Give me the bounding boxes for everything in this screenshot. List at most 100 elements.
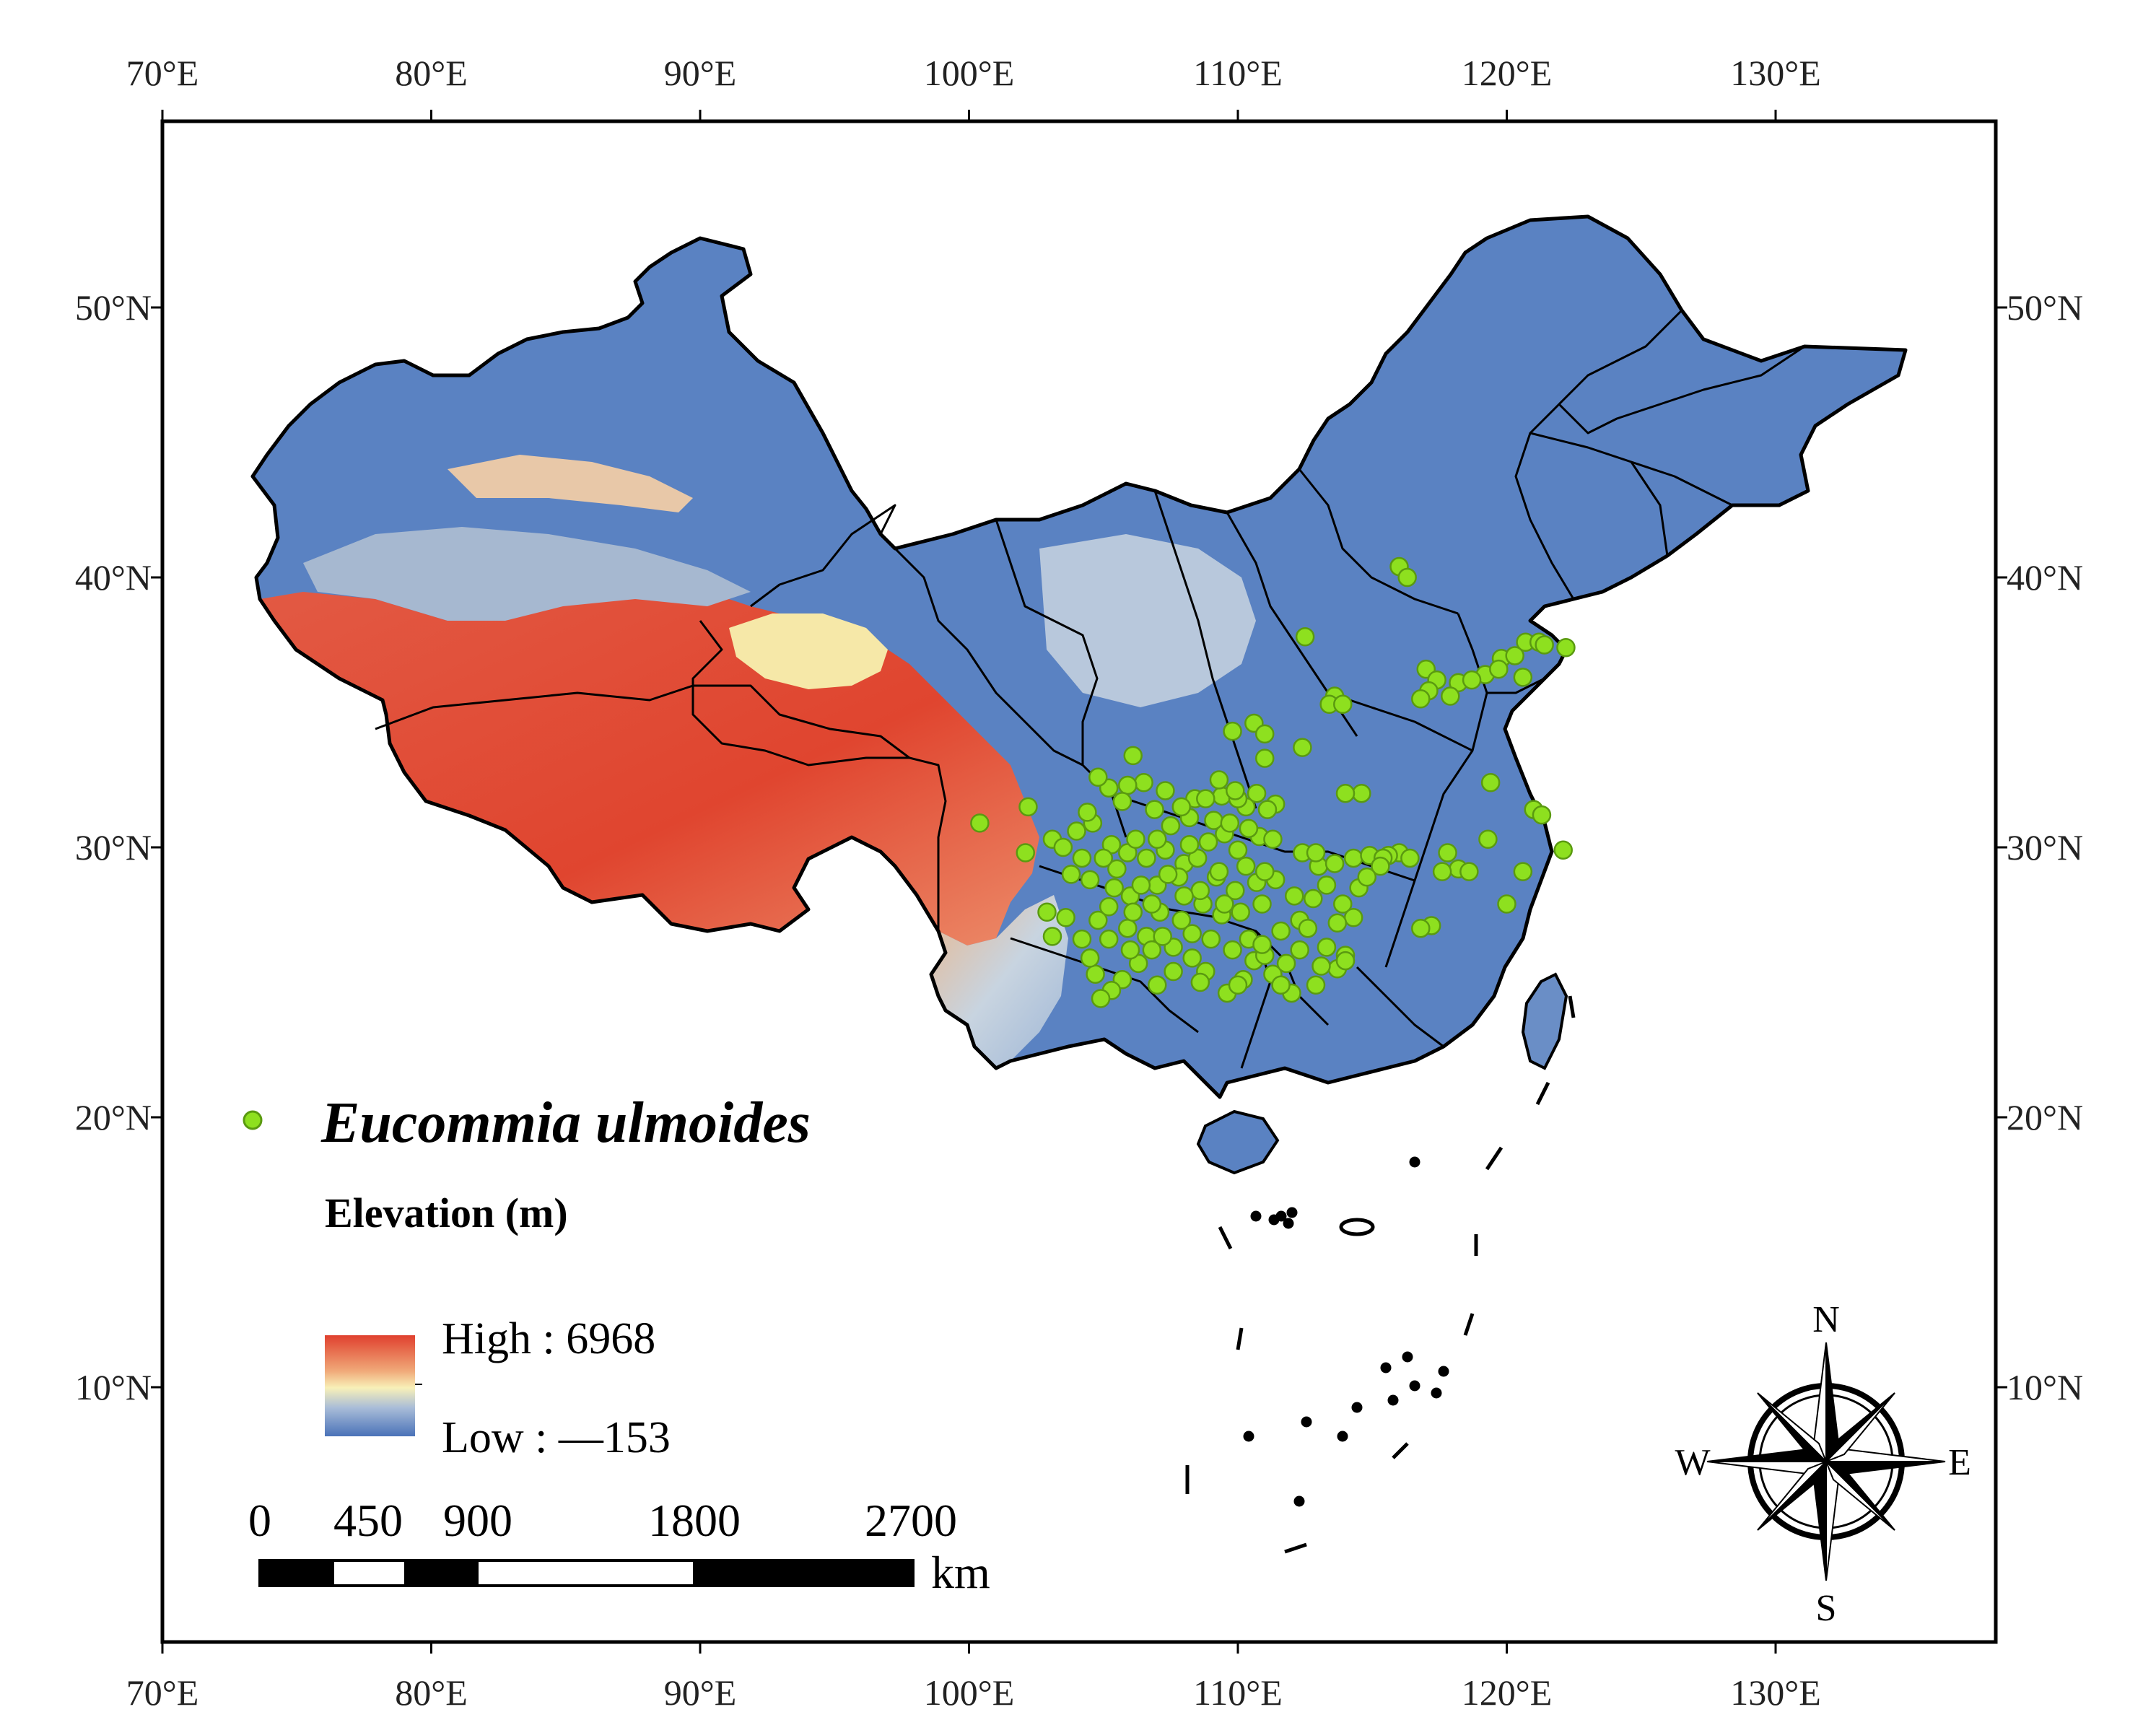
occurrence-point <box>1086 964 1105 984</box>
occurrence-point <box>1145 800 1164 819</box>
occurrence-point <box>1171 797 1192 817</box>
occurrence-point <box>1174 886 1194 906</box>
occurrence-point <box>1478 829 1498 850</box>
occurrence-point <box>1053 837 1073 857</box>
occurrence-point <box>1072 848 1092 868</box>
scale-label-0: 0 <box>248 1495 271 1546</box>
taiwan-island <box>1521 972 1568 1070</box>
lon-label-top: 130°E <box>1730 53 1821 93</box>
loess-plateau <box>1039 534 1256 707</box>
occurrence-point <box>1263 829 1283 850</box>
scale-label-900: 900 <box>443 1495 512 1546</box>
occurrence-point <box>1293 738 1312 757</box>
occurrence-point <box>1209 770 1229 790</box>
occurrence-point <box>1198 832 1218 852</box>
occurrence-point <box>1400 848 1420 868</box>
scale-label-450: 450 <box>333 1495 403 1546</box>
occurrence-point <box>1411 689 1431 709</box>
occurrence-point <box>1553 840 1573 860</box>
occurrence-point <box>1118 775 1138 795</box>
lon-label-bottom: 70°E <box>126 1672 199 1713</box>
occurrence-point <box>1438 843 1457 862</box>
occurrence-point <box>1317 938 1337 957</box>
occurrence-point <box>1239 818 1259 839</box>
occurrence-point <box>1182 924 1202 943</box>
occurrence-point <box>1357 867 1377 887</box>
occurrence-point <box>1118 918 1138 938</box>
occurrence-point <box>1290 940 1309 960</box>
lat-label-right: 40°N <box>2007 557 2083 598</box>
occurrence-point <box>1123 746 1143 766</box>
occurrence-point <box>1371 856 1390 876</box>
occurrence-point <box>1148 975 1167 995</box>
occurrence-point <box>1080 870 1100 890</box>
south-china-sea-islands <box>1185 995 1576 1554</box>
occurrence-point <box>1226 781 1245 800</box>
map-frame <box>160 119 1998 1644</box>
latitude-labels-right: 50°N 40°N 30°N 20°N 10°N <box>2007 287 2083 1407</box>
lon-label-bottom: 100°E <box>924 1672 1015 1713</box>
occurrence-point <box>1204 811 1223 830</box>
occurrence-point <box>1156 781 1175 800</box>
occurrence-point <box>1137 848 1156 868</box>
lat-label-right: 30°N <box>2007 827 2083 868</box>
occurrence-point <box>1164 961 1183 982</box>
occurrence-point <box>1215 894 1234 914</box>
occurrence-point <box>1148 829 1167 850</box>
occurrence-point <box>1255 748 1275 768</box>
occurrence-point <box>1126 829 1145 850</box>
occurrence-point <box>1295 627 1315 647</box>
tarim-basin <box>303 527 751 621</box>
occurrence-point <box>1532 805 1552 825</box>
lon-label-top: 80°E <box>395 53 468 93</box>
tianshan-range <box>448 455 693 512</box>
occurrence-point <box>1094 848 1113 868</box>
legend-low-value: Low : —153 <box>442 1413 671 1462</box>
occurrence-point <box>1171 910 1192 930</box>
lat-label-left: 30°N <box>75 827 152 868</box>
occurrence-point <box>1091 989 1111 1008</box>
occurrence-point <box>1335 951 1356 971</box>
frame-ticks <box>151 110 2007 1654</box>
occurrence-point <box>1223 940 1242 960</box>
occurrence-point <box>1497 894 1516 914</box>
occurrence-point <box>1535 635 1554 655</box>
occurrence-point <box>1397 567 1417 588</box>
occurrence-point <box>1252 894 1272 914</box>
occurrence-point <box>1252 935 1272 954</box>
compass-rose: N S E W <box>1675 1299 1970 1629</box>
china-territory <box>250 214 1908 1554</box>
qaidam-basin <box>729 613 888 689</box>
lat-label-right: 10°N <box>2007 1367 2083 1407</box>
scale-label-2700: 2700 <box>865 1495 957 1546</box>
longitude-labels-top: 70°E 80°E 90°E 100°E 110°E 120°E 130°E <box>126 53 1821 93</box>
occurrence-point <box>1016 843 1035 862</box>
lat-label-left: 10°N <box>75 1367 152 1407</box>
occurrence-point <box>1112 792 1132 811</box>
occurrence-point <box>1042 927 1062 946</box>
compass-east: E <box>1948 1442 1971 1483</box>
occurrence-point <box>1142 940 1162 960</box>
occurrence-point <box>1056 907 1075 927</box>
compass-north: N <box>1812 1299 1840 1340</box>
occurrence-point <box>1190 881 1210 901</box>
occurrence-point <box>1255 724 1275 744</box>
occurrence-point <box>1220 813 1240 833</box>
occurrence-point <box>1489 659 1509 679</box>
occurrence-point <box>1223 721 1242 741</box>
compass-west: W <box>1675 1442 1710 1483</box>
occurrence-point <box>1312 956 1331 976</box>
occurrence-point <box>1556 637 1576 658</box>
occurrence-point <box>1284 886 1304 906</box>
occurrence-point <box>1304 888 1323 909</box>
occurrence-point <box>1317 875 1337 895</box>
yunnan-highlands <box>931 895 1068 1068</box>
occurrence-point <box>1333 894 1353 914</box>
occurrence-point <box>1257 800 1278 819</box>
occurrence-point <box>1462 670 1482 690</box>
lat-label-left: 20°N <box>75 1097 152 1137</box>
lat-label-right: 20°N <box>2007 1097 2083 1137</box>
occurrence-point <box>1352 783 1371 803</box>
lat-label-left: 40°N <box>75 557 152 598</box>
occurrence-point <box>1480 772 1501 792</box>
